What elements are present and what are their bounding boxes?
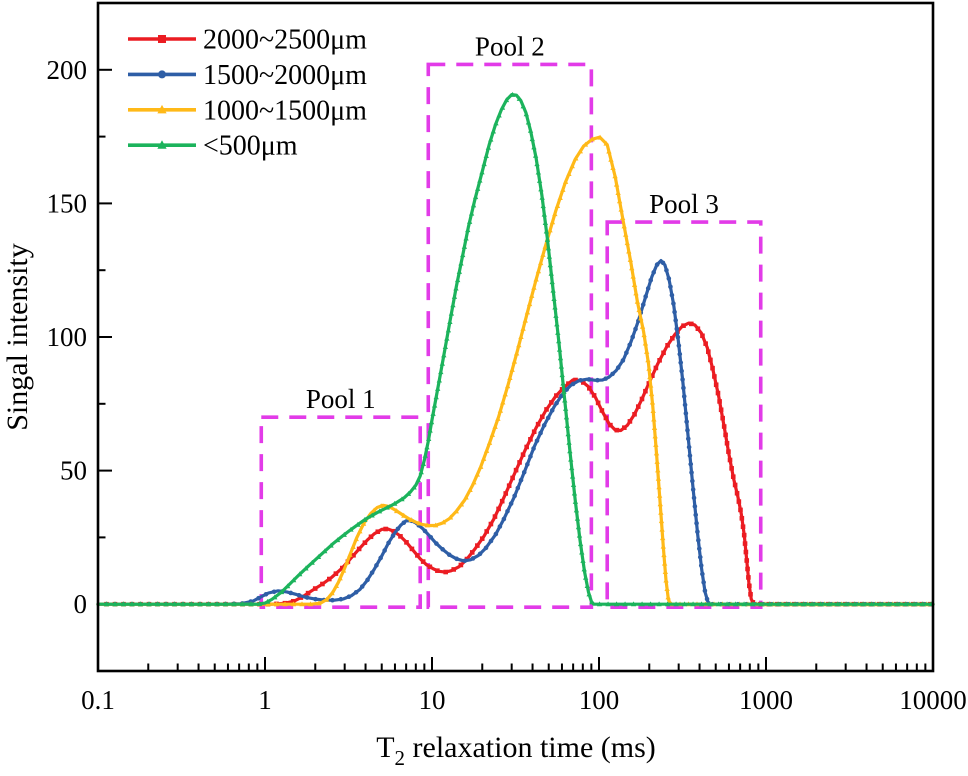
x-axis-label: T2 relaxation time (ms) (376, 731, 656, 770)
series-2000-2500-m (96, 321, 935, 607)
series-1500-2000-m (96, 259, 935, 607)
legend-label: 1500~2000μm (203, 60, 367, 91)
legend: 2000~2500μm 1500~2000μm 1000~1500μm <500μm (128, 25, 367, 162)
series-1000-1500-m (96, 134, 935, 607)
y-tick-label: 200 (47, 55, 88, 85)
y-tick-label: 150 (47, 188, 88, 218)
series-line (96, 321, 935, 606)
series-line (96, 135, 935, 606)
legend-label: 2000~2500μm (203, 25, 367, 56)
x-tick-label: 1000 (739, 685, 793, 715)
pool-box-2 (426, 62, 594, 610)
x-tick-label: 0.1 (81, 685, 115, 715)
y-tick-label: 100 (47, 322, 88, 352)
pool-label-1: Pool 1 (306, 384, 376, 414)
legend-label: <500μm (203, 131, 298, 162)
series-500-m (96, 91, 935, 607)
legend-label: 1000~1500μm (203, 95, 367, 126)
y-tick-label: 50 (60, 456, 87, 486)
pool-label-2: Pool 2 (475, 31, 545, 61)
pool-box-3 (605, 220, 763, 610)
y-tick-label: 0 (74, 589, 88, 619)
x-tick-label: 100 (579, 685, 620, 715)
x-tick-label: 1 (258, 685, 272, 715)
pool-boxes (259, 62, 763, 610)
x-tick-label: 10 (419, 685, 446, 715)
series-line (96, 259, 935, 606)
pool-box-1 (259, 415, 423, 609)
x-tick-label: 10000 (899, 685, 967, 715)
series-line (96, 93, 935, 606)
pool-label-3: Pool 3 (649, 189, 719, 219)
plot-frame (96, 1, 935, 673)
y-axis-label: Singal intensity (1, 243, 34, 431)
